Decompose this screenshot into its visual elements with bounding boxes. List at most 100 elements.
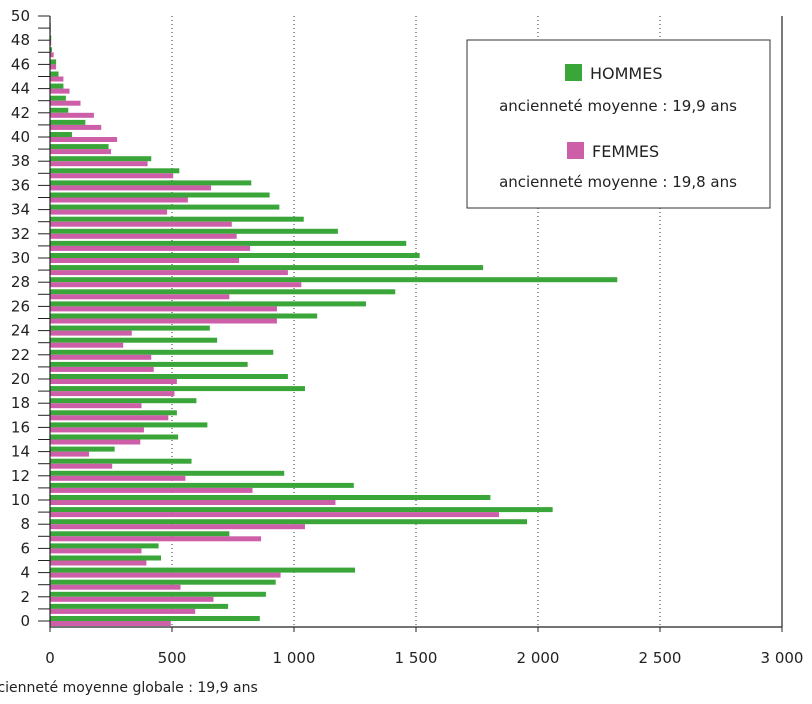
bar-hommes-34 <box>50 204 280 210</box>
y-tick-label-40: 40 <box>11 128 30 146</box>
bar-hommes-26 <box>50 301 366 307</box>
bar-femmes-43 <box>50 100 81 106</box>
y-tick-label-12: 12 <box>11 467 30 485</box>
bar-femmes-39 <box>50 149 111 155</box>
y-tick-label-24: 24 <box>11 322 30 340</box>
bar-hommes-11 <box>50 482 354 488</box>
y-tick-label-48: 48 <box>11 31 30 49</box>
bar-hommes-21 <box>50 361 248 367</box>
bar-hommes-36 <box>50 180 252 186</box>
bar-femmes-40 <box>50 137 118 142</box>
x-tick-label-0: 0 <box>45 649 55 667</box>
legend-subtitle-femmes: ancienneté moyenne : 19,8 ans <box>499 173 737 191</box>
bar-femmes-23 <box>50 342 124 348</box>
y-tick-label-14: 14 <box>11 443 30 461</box>
y-tick-label-8: 8 <box>20 515 30 533</box>
bar-femmes-30 <box>50 258 240 263</box>
axes <box>38 15 783 632</box>
bar-femmes-36 <box>50 185 212 191</box>
bar-femmes-1 <box>50 608 196 614</box>
bar-hommes-14 <box>50 446 115 452</box>
bar-femmes-4 <box>50 572 281 578</box>
bar-femmes-5 <box>50 560 147 566</box>
bar-femmes-29 <box>50 270 288 276</box>
bar-femmes-13 <box>50 463 113 469</box>
bar-hommes-46 <box>50 59 57 65</box>
bar-femmes-48 <box>50 40 52 46</box>
bar-femmes-41 <box>50 124 102 130</box>
bar-femmes-42 <box>50 112 94 118</box>
bar-femmes-15 <box>50 439 141 445</box>
bar-hommes-20 <box>50 374 288 379</box>
bar-hommes-17 <box>50 410 177 416</box>
x-tick-label-2000: 2 000 <box>517 649 560 667</box>
y-tick-label-50: 50 <box>11 7 30 25</box>
y-tick-label-44: 44 <box>11 80 30 98</box>
legend-label-femmes: FEMMES <box>592 142 659 161</box>
bar-femmes-27 <box>50 294 230 300</box>
bar-femmes-28 <box>50 282 302 288</box>
legend: HOMMES ancienneté moyenne : 19,9 ans FEM… <box>466 39 771 209</box>
bar-femmes-34 <box>50 209 168 215</box>
bar-hommes-1 <box>50 603 229 609</box>
bar-femmes-35 <box>50 197 188 203</box>
x-tick-label-2500: 2 500 <box>639 649 682 667</box>
bar-femmes-32 <box>50 233 237 239</box>
bar-hommes-40 <box>50 132 72 137</box>
y-tick-label-2: 2 <box>20 588 30 606</box>
bar-femmes-19 <box>50 391 175 397</box>
bar-hommes-28 <box>50 277 618 283</box>
legend-label-hommes: HOMMES <box>590 64 663 83</box>
x-tick-label-1500: 1 500 <box>395 649 438 667</box>
y-tick-label-10: 10 <box>11 491 30 509</box>
bar-hommes-3 <box>50 579 276 585</box>
bar-femmes-44 <box>50 88 70 94</box>
bar-hommes-2 <box>50 591 266 597</box>
bar-hommes-5 <box>50 555 162 561</box>
y-tick-label-22: 22 <box>11 346 30 364</box>
x-tick-label-1000: 1 000 <box>273 649 316 667</box>
legend-subtitle-hommes: ancienneté moyenne : 19,9 ans <box>499 97 737 115</box>
bar-femmes-45 <box>50 76 64 82</box>
bar-hommes-7 <box>50 531 230 537</box>
bar-femmes-2 <box>50 596 214 602</box>
bar-hommes-23 <box>50 337 218 343</box>
x-tick-label-500: 500 <box>158 649 187 667</box>
bar-hommes-8 <box>50 519 528 525</box>
bars <box>50 23 618 626</box>
bar-femmes-16 <box>50 427 144 433</box>
bar-femmes-33 <box>50 221 232 227</box>
bar-femmes-31 <box>50 245 251 251</box>
y-tick-label-38: 38 <box>11 152 30 170</box>
y-tick-label-30: 30 <box>11 249 30 267</box>
bar-hommes-43 <box>50 95 66 101</box>
bar-hommes-24 <box>50 325 210 331</box>
bar-hommes-27 <box>50 289 396 295</box>
bar-femmes-46 <box>50 64 57 70</box>
bar-hommes-29 <box>50 265 484 271</box>
y-tick-label-20: 20 <box>11 370 30 388</box>
bar-hommes-32 <box>50 228 338 234</box>
bar-hommes-13 <box>50 458 192 464</box>
bar-hommes-42 <box>50 107 69 113</box>
bar-femmes-21 <box>50 366 154 372</box>
bar-hommes-9 <box>50 507 553 513</box>
y-tick-label-26: 26 <box>11 297 30 315</box>
bar-hommes-30 <box>50 253 420 258</box>
bar-femmes-38 <box>50 161 148 167</box>
bar-hommes-25 <box>50 313 318 319</box>
bar-hommes-45 <box>50 71 59 77</box>
bar-femmes-7 <box>50 536 262 542</box>
bar-hommes-39 <box>50 144 109 150</box>
legend-box <box>466 39 771 209</box>
bar-hommes-48 <box>50 35 52 41</box>
chart-footnote: ancienneté moyenne globale : 19,9 ans <box>0 680 258 696</box>
bar-femmes-37 <box>50 173 174 179</box>
bar-hommes-16 <box>50 422 208 428</box>
bar-femmes-6 <box>50 548 142 554</box>
bar-hommes-33 <box>50 216 304 222</box>
bar-femmes-9 <box>50 512 499 518</box>
bar-hommes-35 <box>50 192 270 198</box>
bar-femmes-8 <box>50 524 305 530</box>
